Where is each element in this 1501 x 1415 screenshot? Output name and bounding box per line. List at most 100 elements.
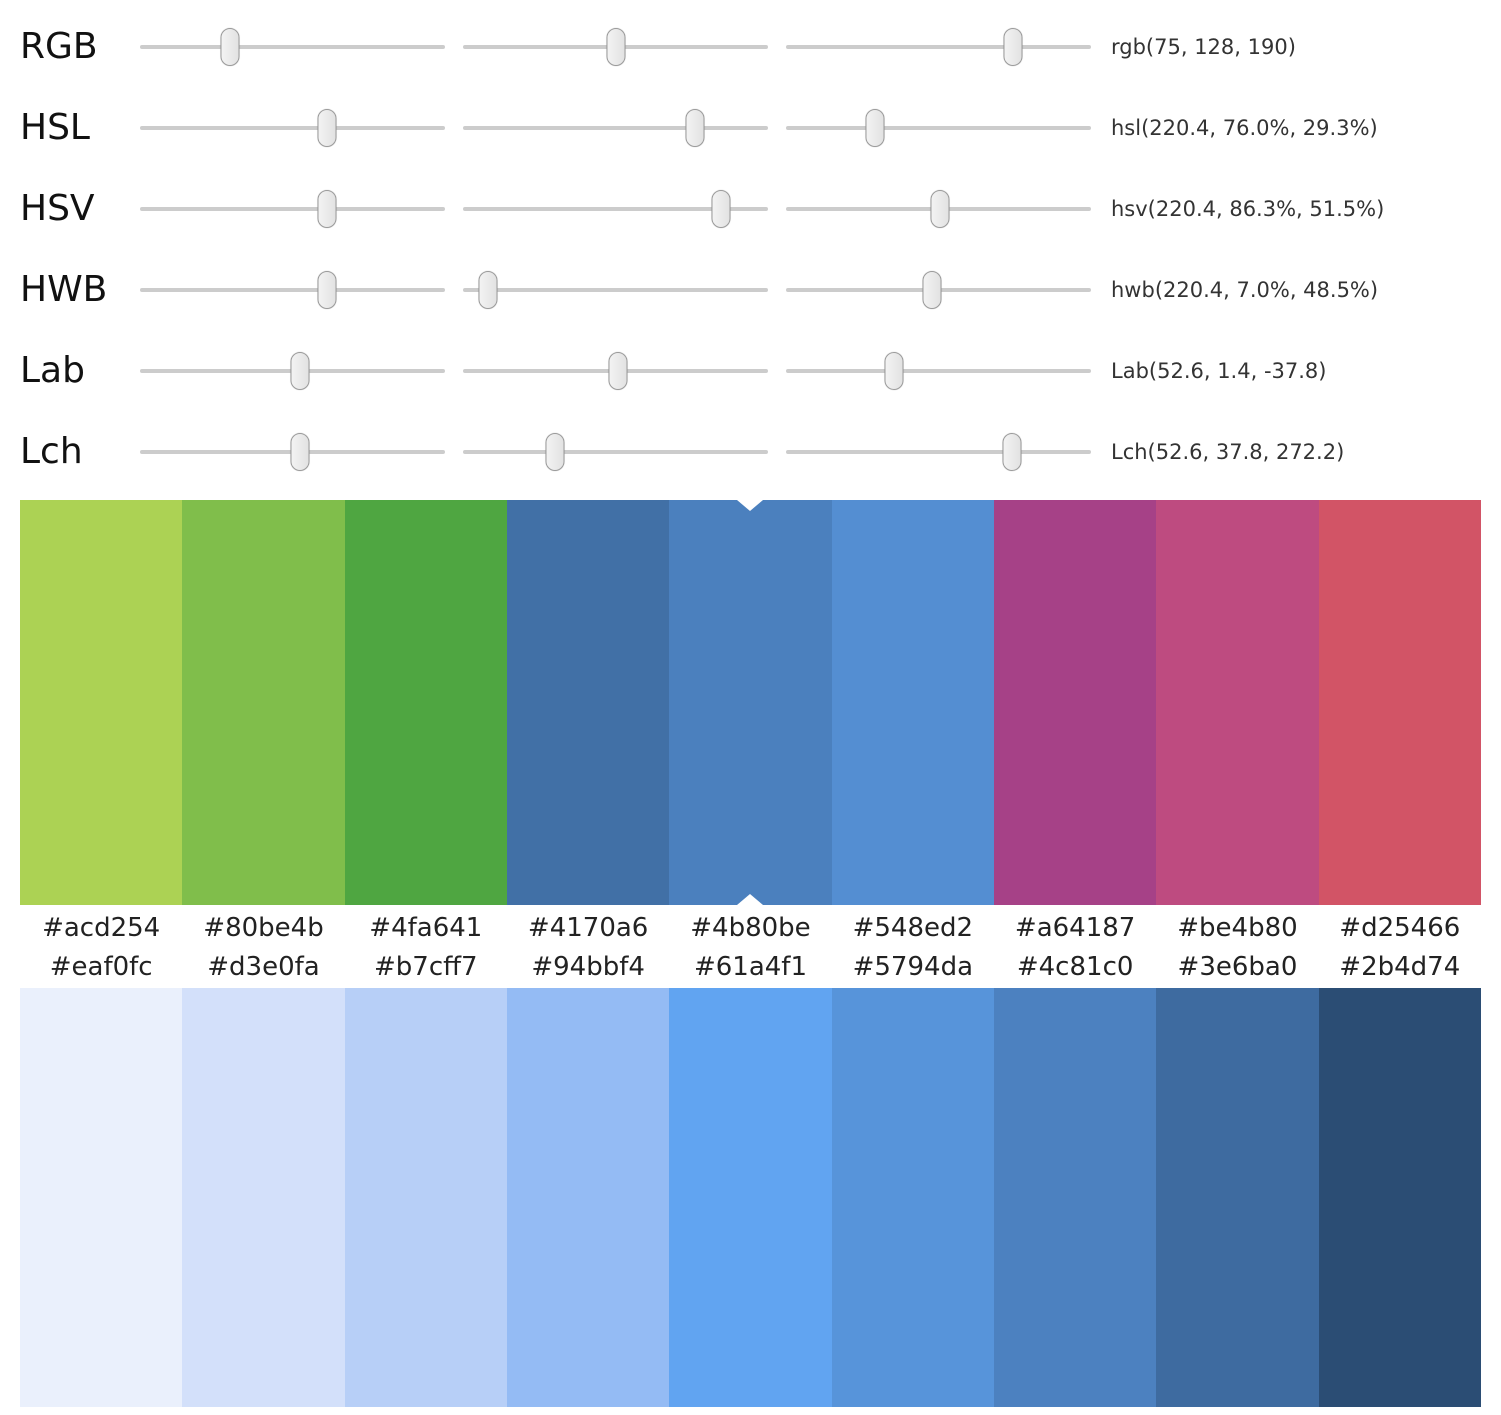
hex-code-label: #4b80be <box>690 913 811 943</box>
shade-palette: #eaf0fc #d3e0fa #b7cff7 #94bbf4 #61a4f1 #5794… <box>20 950 1481 1407</box>
hex-code-label: #61a4f1 <box>693 952 807 982</box>
slider-thumb[interactable] <box>711 189 731 228</box>
slider-thumb[interactable] <box>220 27 240 66</box>
color-swatch[interactable] <box>506 500 670 905</box>
slider-track[interactable] <box>786 108 1091 147</box>
slider-thumb[interactable] <box>317 108 337 147</box>
slider-track[interactable] <box>786 270 1091 309</box>
color-value-text: hwb(220.4, 7.0%, 48.5%) <box>1111 277 1379 302</box>
slider-thumb[interactable] <box>290 351 310 390</box>
slider-tracks <box>140 189 1091 228</box>
hex-code-label: #be4b80 <box>1177 913 1298 943</box>
color-swatch[interactable] <box>669 988 832 1407</box>
color-swatch[interactable] <box>182 988 345 1407</box>
slider-tracks <box>140 351 1091 390</box>
slider-thumb[interactable] <box>884 351 904 390</box>
slider-track[interactable] <box>140 270 445 309</box>
slider-track[interactable] <box>463 432 768 471</box>
slider-thumb[interactable] <box>478 270 498 309</box>
colorspace-label: HWB <box>20 269 108 310</box>
color-swatch[interactable] <box>20 500 183 905</box>
slider-track[interactable] <box>463 27 768 66</box>
hue-swatch-strip <box>20 500 1481 905</box>
slider-thumb[interactable] <box>290 432 310 471</box>
color-swatch-selected[interactable] <box>669 500 832 905</box>
color-swatch[interactable] <box>1318 988 1481 1407</box>
hue-palette: #acd254 #80be4b #4fa641 #4170a6 #4b80be #548e… <box>20 500 1481 950</box>
color-value-text: rgb(75, 128, 190) <box>1111 34 1296 59</box>
color-swatch[interactable] <box>344 988 507 1407</box>
slider-thumb[interactable] <box>1003 27 1023 66</box>
color-swatch[interactable] <box>993 500 1157 905</box>
slider-thumb[interactable] <box>606 27 626 66</box>
shade-swatch-strip <box>20 988 1481 1407</box>
shade-label-strip: #eaf0fc #d3e0fa #b7cff7 #94bbf4 #61a4f1 #5794… <box>20 950 1481 988</box>
slider-track[interactable] <box>140 108 445 147</box>
hex-code-label: #2b4d74 <box>1339 952 1461 982</box>
slider-thumb[interactable] <box>317 270 337 309</box>
color-swatch[interactable] <box>1156 500 1319 905</box>
slider-track[interactable] <box>140 351 445 390</box>
hex-code-label: #acd254 <box>42 913 161 943</box>
slider-track[interactable] <box>786 351 1091 390</box>
slider-section: RGB rgb(75, 128, 190) HSL <box>0 0 1501 492</box>
color-swatch[interactable] <box>993 988 1157 1407</box>
slider-thumb[interactable] <box>685 108 705 147</box>
slider-track[interactable] <box>463 351 768 390</box>
hex-code-label: #4fa641 <box>369 913 483 943</box>
colorspace-label: HSL <box>20 107 90 148</box>
slider-track[interactable] <box>463 108 768 147</box>
colorspace-label: Lch <box>20 431 83 472</box>
hex-code-label: #5794da <box>852 952 973 982</box>
color-value-text: hsl(220.4, 76.0%, 29.3%) <box>1111 115 1378 140</box>
slider-thumb[interactable] <box>1002 432 1022 471</box>
hex-code-label: #d25466 <box>1339 913 1461 943</box>
slider-row: Lab Lab(52.6, 1.4, -37.8) <box>0 330 1501 411</box>
slider-row: HSL hsl(220.4, 76.0%, 29.3%) <box>0 87 1501 168</box>
slider-thumb[interactable] <box>865 108 885 147</box>
slider-tracks <box>140 270 1091 309</box>
color-swatch[interactable] <box>1318 500 1481 905</box>
hex-code-label: #80be4b <box>203 913 324 943</box>
color-swatch[interactable] <box>831 500 994 905</box>
color-value-text: Lab(52.6, 1.4, -37.8) <box>1111 358 1327 383</box>
color-swatch[interactable] <box>831 988 994 1407</box>
slider-track[interactable] <box>786 27 1091 66</box>
colorspace-label: Lab <box>20 350 85 391</box>
slider-track[interactable] <box>140 432 445 471</box>
slider-row: HSV hsv(220.4, 86.3%, 51.5%) <box>0 168 1501 249</box>
hex-code-label: #d3e0fa <box>207 952 320 982</box>
slider-thumb[interactable] <box>922 270 942 309</box>
hex-code-label: #548ed2 <box>852 913 974 943</box>
slider-track[interactable] <box>140 189 445 228</box>
color-swatch[interactable] <box>182 500 345 905</box>
color-swatch[interactable] <box>344 500 507 905</box>
slider-track[interactable] <box>786 432 1091 471</box>
slider-tracks <box>140 27 1091 66</box>
slider-track[interactable] <box>140 27 445 66</box>
slider-row: HWB hwb(220.4, 7.0%, 48.5%) <box>0 249 1501 330</box>
color-swatch[interactable] <box>506 988 670 1407</box>
slider-track[interactable] <box>463 189 768 228</box>
slider-thumb[interactable] <box>317 189 337 228</box>
slider-thumb[interactable] <box>608 351 628 390</box>
color-swatch[interactable] <box>20 988 183 1407</box>
color-value-text: hsv(220.4, 86.3%, 51.5%) <box>1111 196 1385 221</box>
hex-code-label: #4c81c0 <box>1016 952 1134 982</box>
hex-code-label: #eaf0fc <box>49 952 153 982</box>
slider-track[interactable] <box>786 189 1091 228</box>
color-swatch[interactable] <box>1156 988 1319 1407</box>
color-value-text: Lch(52.6, 37.8, 272.2) <box>1111 439 1345 464</box>
colorspace-label: HSV <box>20 188 95 229</box>
hex-code-label: #4170a6 <box>527 913 649 943</box>
hex-code-label: #b7cff7 <box>374 952 478 982</box>
hue-label-strip: #acd254 #80be4b #4fa641 #4170a6 #4b80be #548e… <box>20 905 1481 950</box>
colorspace-label: RGB <box>20 26 98 67</box>
slider-row: RGB rgb(75, 128, 190) <box>0 6 1501 87</box>
slider-thumb[interactable] <box>930 189 950 228</box>
slider-tracks <box>140 108 1091 147</box>
hex-code-label: #3e6ba0 <box>1177 952 1298 982</box>
slider-track[interactable] <box>463 270 768 309</box>
slider-thumb[interactable] <box>545 432 565 471</box>
slider-row: Lch Lch(52.6, 37.8, 272.2) <box>0 411 1501 492</box>
